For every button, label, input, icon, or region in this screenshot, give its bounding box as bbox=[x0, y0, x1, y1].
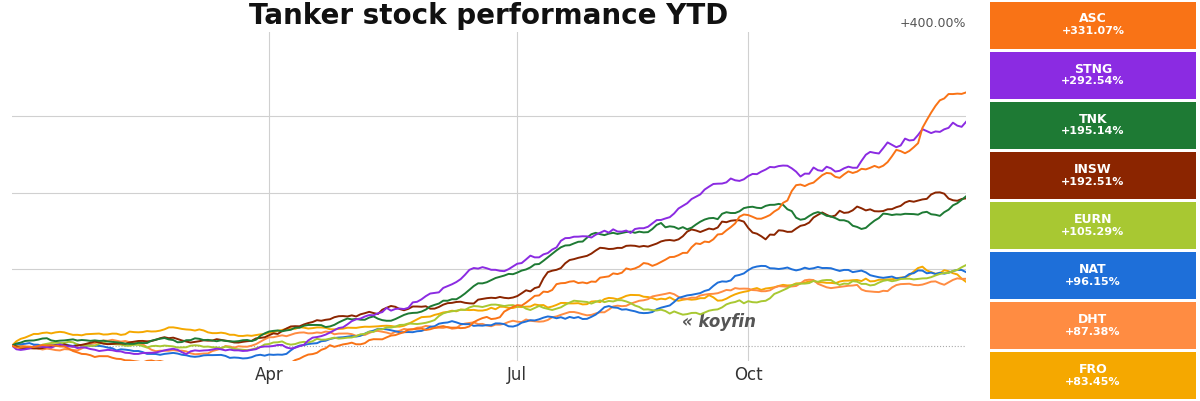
Title: Tanker stock performance YTD: Tanker stock performance YTD bbox=[250, 2, 728, 30]
Text: +400.00%: +400.00% bbox=[900, 17, 966, 30]
FancyBboxPatch shape bbox=[990, 252, 1195, 299]
Text: +87.38%: +87.38% bbox=[1066, 327, 1121, 337]
FancyBboxPatch shape bbox=[990, 202, 1195, 249]
Text: TNK: TNK bbox=[1079, 113, 1108, 126]
FancyBboxPatch shape bbox=[990, 52, 1195, 99]
FancyBboxPatch shape bbox=[990, 152, 1195, 199]
Text: DHT: DHT bbox=[1079, 313, 1108, 326]
Text: NAT: NAT bbox=[1079, 263, 1106, 276]
Text: +105.29%: +105.29% bbox=[1061, 227, 1124, 237]
Text: INSW: INSW bbox=[1074, 163, 1111, 176]
Text: +195.14%: +195.14% bbox=[1061, 126, 1124, 136]
FancyBboxPatch shape bbox=[990, 352, 1195, 399]
Text: STNG: STNG bbox=[1074, 63, 1112, 75]
Text: ASC: ASC bbox=[1079, 12, 1106, 25]
Text: +192.51%: +192.51% bbox=[1061, 176, 1124, 186]
FancyBboxPatch shape bbox=[990, 2, 1195, 49]
FancyBboxPatch shape bbox=[990, 102, 1195, 149]
Text: +331.07%: +331.07% bbox=[1062, 26, 1124, 36]
Text: EURN: EURN bbox=[1074, 213, 1112, 226]
Text: FRO: FRO bbox=[1079, 363, 1108, 376]
Text: +292.54%: +292.54% bbox=[1061, 76, 1124, 86]
FancyBboxPatch shape bbox=[990, 302, 1195, 349]
Text: « koyfin: « koyfin bbox=[682, 313, 756, 331]
Text: +96.15%: +96.15% bbox=[1066, 277, 1121, 287]
Text: +83.45%: +83.45% bbox=[1066, 377, 1121, 387]
